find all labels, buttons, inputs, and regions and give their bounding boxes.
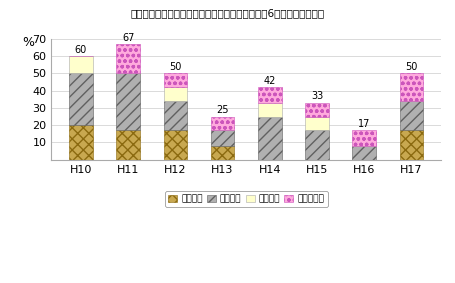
Bar [210,146,234,160]
Bar [304,117,328,130]
Bar [116,130,140,160]
Bar [163,130,187,160]
Bar [210,130,234,146]
Bar [116,44,140,73]
Text: 17: 17 [357,119,369,129]
Text: 67: 67 [121,33,134,43]
Legend: 西側海域, 東側海域, 南部海域, 石嶫島海域: 西側海域, 東側海域, 南部海域, 石嶫島海域 [164,191,327,207]
Bar [399,130,422,160]
Bar [258,103,281,117]
Bar [304,130,328,160]
Y-axis label: %: % [22,37,34,50]
Text: 42: 42 [263,76,275,86]
Text: 33: 33 [310,91,323,101]
Bar [304,103,328,117]
Bar [210,117,234,130]
Text: 25: 25 [216,105,228,115]
Text: 60: 60 [75,45,87,55]
Bar [352,146,375,160]
Bar [163,87,187,101]
Bar [399,73,422,101]
Bar [69,56,92,73]
Bar [69,73,92,125]
Text: 50: 50 [169,62,181,72]
Bar [258,117,281,160]
Text: 50: 50 [404,62,417,72]
Bar [116,73,140,130]
Bar [163,101,187,130]
Bar [163,73,187,87]
Bar [352,130,375,146]
Bar [69,125,92,160]
Bar [399,101,422,130]
Bar [258,87,281,103]
Text: 赤土の人為的な汚染があると判断される（ランク6以上）海域の割合: 赤土の人為的な汚染があると判断される（ランク6以上）海域の割合 [131,8,324,18]
